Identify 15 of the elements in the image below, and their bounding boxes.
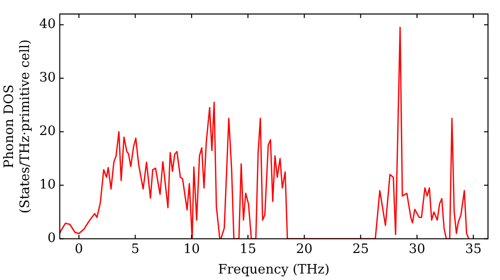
x-tick-label: 35 (465, 242, 482, 257)
x-tick-label: 15 (240, 242, 256, 257)
y-axis-title: Phonon DOS (States/THz·primitive cell) (2, 39, 33, 214)
x-tick-label: 0 (74, 242, 84, 257)
x-tick-label: 25 (352, 242, 369, 257)
y-tick-label: 20 (39, 124, 56, 140)
x-tick-label: 20 (296, 242, 313, 257)
x-axis-title: Frequency (THz) (218, 262, 330, 278)
x-tick-label: 30 (408, 242, 426, 257)
y-tick-label: 10 (39, 178, 56, 193)
y-tick-label: 0 (47, 231, 56, 246)
x-tick-label: 10 (183, 242, 200, 257)
x-tick-label: 5 (131, 242, 140, 257)
y-tick-label: 40 (39, 17, 56, 32)
y-tick-label: 30 (39, 70, 56, 86)
